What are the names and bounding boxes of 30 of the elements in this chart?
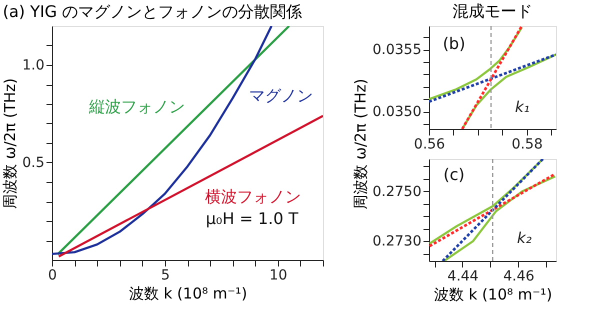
series-label: 縦波フォノン [88,97,185,116]
annotation: μ₀H = 1.0 T [206,209,298,228]
line-series [429,159,544,245]
annotation: (c) [443,165,465,184]
y-tick-label: 0.5 [22,155,44,171]
y-axis-title: 周波数 ω/2π (THz) [352,78,370,210]
chart-title: 混成モード [452,1,532,20]
y-tick-label: 0.0355 [372,42,422,58]
y-tick-label: 0.2730 [372,234,422,250]
y-tick-label: 0.2750 [372,184,422,200]
x-tick-label: 5 [160,268,170,284]
x-tick-label: 0.58 [512,136,543,152]
x-tick-label: 10 [269,268,288,284]
y-axis-title: 周波数 ω/2π (THz) [1,78,20,209]
chart-title: (a) YIG のマグノンとフォノンの分散関係 [2,2,302,21]
y-tick-label: 1.0 [22,58,44,74]
y-tick-label: 0.0350 [372,104,422,120]
series-label: 横波フォノン [205,187,301,206]
x-axis-title: 波数 k (10⁸ m⁻¹) [128,284,248,302]
x-axis-title: 波数 k (10⁸ m⁻¹) [434,286,552,304]
line-series [461,53,556,129]
x-tick-label: 4.44 [447,268,479,284]
ref-line-label: k₂ [517,229,532,247]
ref-line-label: k₁ [515,98,530,116]
line-series [429,26,523,100]
x-tick-label: 4.46 [503,268,534,284]
annotation: (b) [442,34,466,53]
series-label: マグノン [249,86,313,105]
x-tick-label: 0 [48,268,57,284]
x-tick-label: 0.56 [414,136,446,152]
